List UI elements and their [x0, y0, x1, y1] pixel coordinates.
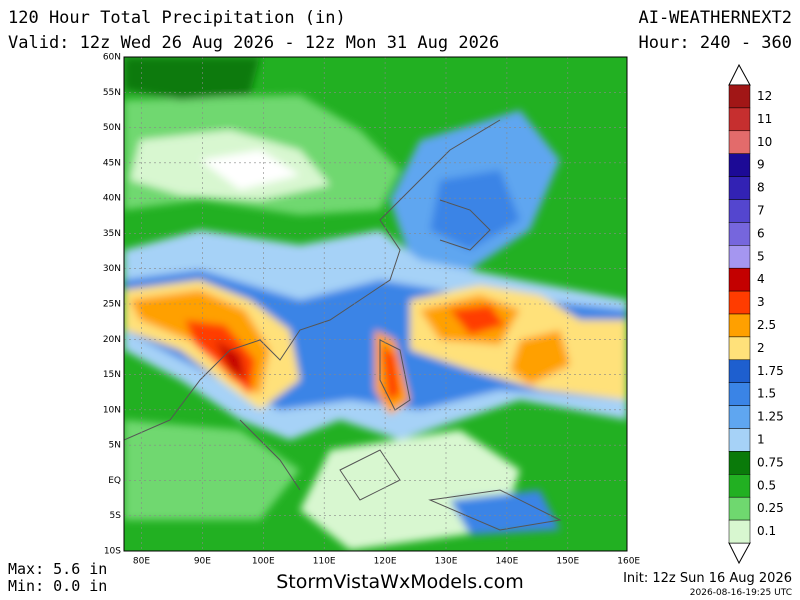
- lat-label: 20N: [103, 335, 121, 345]
- colorbar-swatch: [728, 130, 751, 154]
- colorbar-label: 0.1: [757, 524, 776, 538]
- colorbar-swatch: [728, 496, 751, 521]
- lon-label: 140E: [495, 557, 518, 567]
- colorbar-label: 1.5: [757, 387, 776, 401]
- colorbar-swatch: [728, 176, 751, 200]
- colorbar-swatch: [728, 290, 751, 315]
- colorbar-label: 12: [757, 89, 772, 103]
- lat-label: EQ: [108, 476, 121, 486]
- colorbar-swatch: [728, 519, 751, 544]
- lon-label: 150E: [556, 557, 579, 567]
- colorbar-label: 0.75: [757, 455, 784, 469]
- colorbar-swatch: [728, 313, 751, 338]
- colorbar-label: 0.25: [757, 501, 784, 515]
- colorbar-swatch: [728, 245, 751, 269]
- lat-label: 25N: [103, 300, 121, 310]
- colorbar-bottom: [728, 542, 751, 565]
- lat-label: 5N: [109, 441, 121, 451]
- lon-label: 80E: [133, 557, 150, 567]
- colorbar-label: 1: [757, 432, 765, 446]
- colorbar-label: 9: [757, 158, 765, 172]
- colorbar-label: 7: [757, 203, 765, 217]
- colorbar-label: 11: [757, 112, 772, 126]
- colorbar-swatch: [728, 222, 751, 246]
- lat-label: 60N: [103, 53, 121, 63]
- colorbar-label: 3: [757, 295, 765, 309]
- colorbar-label: 1.25: [757, 410, 784, 424]
- map-frame: [123, 56, 628, 552]
- colorbar-swatch: [728, 336, 751, 361]
- lon-label: 100E: [252, 557, 275, 567]
- lat-label: 55N: [103, 88, 121, 98]
- colorbar-swatch: [728, 428, 751, 452]
- lat-label: 5S: [110, 511, 122, 521]
- colorbar-swatch: [728, 451, 751, 475]
- lat-label: 30N: [103, 264, 121, 274]
- lat-label: 10N: [103, 405, 121, 415]
- colorbar-swatch: [728, 405, 751, 429]
- colorbar-label: 2: [757, 341, 765, 355]
- lon-label: 110E: [313, 557, 336, 567]
- colorbar-label: 5: [757, 249, 765, 263]
- coastlines: [124, 119, 562, 531]
- colorbar-swatch: [728, 199, 751, 223]
- colorbar-label: 10: [757, 135, 772, 149]
- precip-field: [124, 57, 627, 551]
- min-value: Min: 0.0 in: [8, 577, 107, 595]
- forecast-hour: Hour: 240 - 360: [638, 33, 792, 53]
- lat-label: 15N: [103, 370, 121, 380]
- lat-label: 50N: [103, 123, 121, 133]
- colorbar-swatch: [728, 474, 751, 498]
- init-time: Init: 12z Sun 16 Aug 2026: [623, 571, 792, 586]
- colorbar-swatch: [728, 359, 751, 383]
- lon-label: 120E: [374, 557, 397, 567]
- lat-label: 10S: [104, 547, 121, 557]
- colorbar-swatch: [728, 382, 751, 406]
- colorbar-top: [728, 63, 751, 86]
- colorbar-label: 0.5: [757, 478, 776, 492]
- lat-label: 35N: [103, 229, 121, 239]
- colorbar-label: 8: [757, 181, 765, 195]
- colorbar-swatch: [728, 84, 751, 109]
- max-value: Max: 5.6 in: [8, 560, 107, 578]
- website: StormVistaWxModels.com: [276, 571, 524, 593]
- colorbar-swatch: [728, 107, 751, 132]
- colorbar-swatch: [728, 153, 751, 177]
- colorbar-swatch: [728, 267, 751, 292]
- lon-label: 160E: [617, 557, 640, 567]
- colorbar-label: 4: [757, 272, 765, 286]
- lat-label: 45N: [103, 158, 121, 168]
- lon-label: 130E: [435, 557, 458, 567]
- timestamp: 2026-08-16-19:25 UTC: [690, 588, 792, 598]
- lon-label: 90E: [194, 557, 211, 567]
- model-name: AI-WEATHERNEXT2: [638, 8, 792, 28]
- colorbar-label: 6: [757, 226, 765, 240]
- lat-label: 40N: [103, 194, 121, 204]
- valid-range: Valid: 12z Wed 26 Aug 2026 - 12z Mon 31 …: [8, 33, 499, 53]
- colorbar-label: 1.75: [757, 364, 784, 378]
- colorbar-label: 2.5: [757, 318, 776, 332]
- title: 120 Hour Total Precipitation (in): [8, 8, 346, 28]
